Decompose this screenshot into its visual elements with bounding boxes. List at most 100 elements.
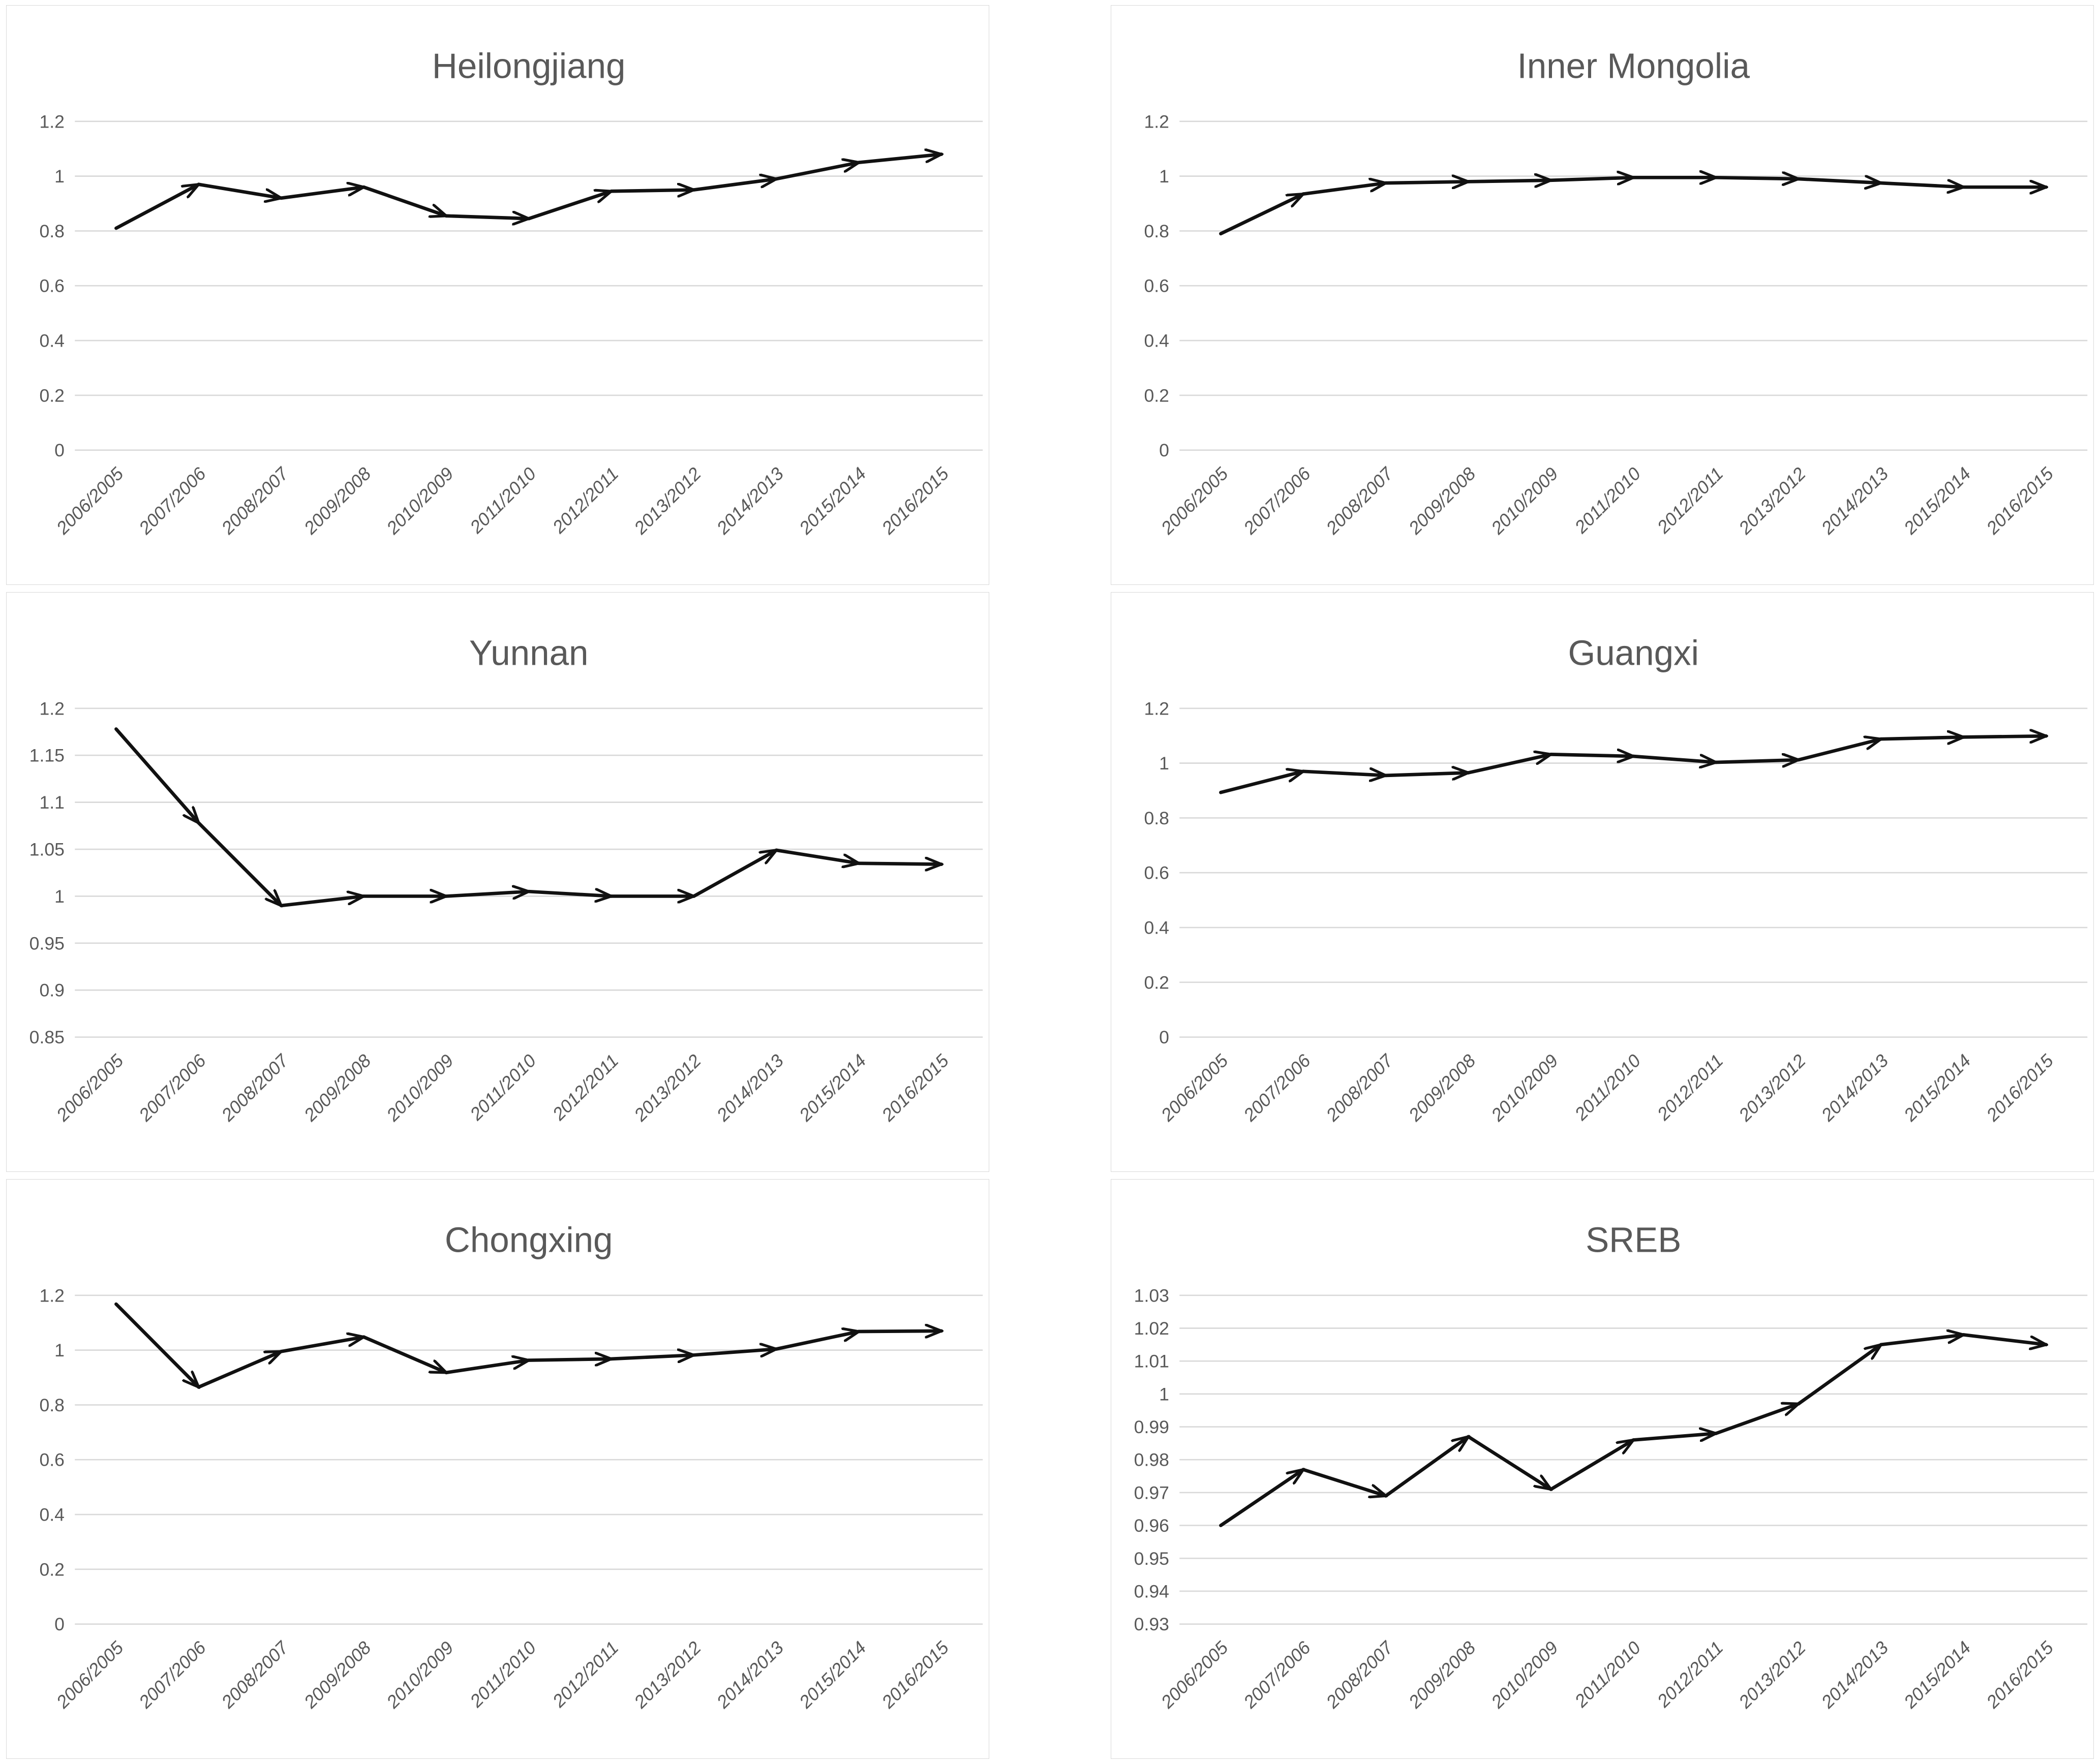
x-axis-tick-label: 2007/2006 xyxy=(135,1637,210,1713)
series-line-segment xyxy=(1384,181,1468,183)
x-axis-tick-label: 2009/2008 xyxy=(1404,463,1479,539)
x-axis-tick-label: 2006/2005 xyxy=(52,463,127,539)
x-axis-tick-label: 2012/2011 xyxy=(548,1637,622,1712)
x-axis-tick-label: 2012/2011 xyxy=(548,1050,622,1125)
series-line-segment xyxy=(1549,177,1633,180)
line-chart-inner-mongolia: 0 0.2 0.4 0.6 0.8 1 1.2 2006/2005 2007/2006 2008/… xyxy=(1144,46,2087,539)
x-axis-tick-label: 2008/2007 xyxy=(217,1637,293,1713)
y-axis-tick-label: 1.02 xyxy=(1134,1318,1169,1339)
chart-panel-yunnan: 0.85 0.9 0.95 1 1.05 1.1 1.15 1.2 2006/2005 2007/… xyxy=(6,592,990,1172)
x-axis-tick-label: 2016/2015 xyxy=(877,1050,953,1126)
y-axis-tick-label: 0.4 xyxy=(1144,331,1169,351)
series-line-segment xyxy=(444,1360,529,1375)
y-axis-tick-label: 0.85 xyxy=(29,1027,65,1047)
series-line-segment xyxy=(1714,177,1798,179)
y-axis-tick-label: 1.1 xyxy=(39,792,64,813)
series-line-segment xyxy=(1301,1468,1385,1496)
chart-panel-inner-mongolia: 0 0.2 0.4 0.6 0.8 1 1.2 2006/2005 2007/2006 2008/… xyxy=(1110,5,2094,585)
series-line-segment xyxy=(362,1335,446,1375)
series-line-segment xyxy=(1714,760,1798,762)
x-axis-tick-label: 2015/2014 xyxy=(1899,463,1974,539)
y-axis-tick-label: 0.2 xyxy=(1144,385,1169,406)
y-axis-tick-label: 1.01 xyxy=(1134,1351,1169,1372)
y-axis-tick-label: 0.8 xyxy=(39,1395,64,1415)
y-axis-tick-label: 0.97 xyxy=(1134,1483,1169,1503)
series-line-segment xyxy=(1466,180,1550,182)
x-axis-tick-label: 2014/2013 xyxy=(712,463,787,539)
x-axis-tick-label: 2014/2013 xyxy=(1817,1637,1892,1713)
x-axis-tick-label: 2011/2010 xyxy=(1570,1050,1645,1125)
series-line-segment xyxy=(774,163,859,181)
x-axis-tick-label: 2007/2006 xyxy=(135,1050,210,1126)
series-line-segment xyxy=(610,190,694,192)
chart-title: Chongxing xyxy=(445,1220,613,1260)
chart-title: Yunnan xyxy=(469,633,589,672)
y-axis-tick-label: 0.94 xyxy=(1134,1582,1169,1602)
series-line-segment xyxy=(610,1355,694,1359)
y-axis-tick-label: 0.8 xyxy=(1144,221,1169,241)
y-axis-tick-label: 1.2 xyxy=(39,111,64,132)
y-axis-tick-label: 0.98 xyxy=(1134,1450,1169,1470)
series-line-segment xyxy=(362,185,446,216)
series-line-segment xyxy=(1301,771,1385,776)
x-axis-tick-label: 2010/2009 xyxy=(1486,463,1562,539)
y-axis-tick-label: 1.2 xyxy=(39,698,64,719)
x-axis-tick-label: 2015/2014 xyxy=(1899,1637,1974,1713)
series-line-segment xyxy=(692,850,776,898)
x-axis-tick-label: 2015/2014 xyxy=(795,463,870,539)
y-axis-tick-label: 0 xyxy=(54,440,65,460)
series-line-segment xyxy=(1384,1437,1468,1498)
line-chart-yunnan: 0.85 0.9 0.95 1 1.05 1.1 1.15 1.2 2006/2005 2007/… xyxy=(29,633,983,1126)
series-line-segment xyxy=(1549,754,1633,756)
x-axis-tick-label: 2014/2013 xyxy=(1817,463,1892,539)
series-line-segment xyxy=(1219,771,1303,794)
series-line-segment xyxy=(527,191,611,221)
x-axis-tick-label: 2007/2006 xyxy=(1239,1637,1314,1713)
x-axis-tick-label: 2016/2015 xyxy=(877,1637,953,1713)
series-line-segment xyxy=(1219,192,1303,236)
y-axis-tick-label: 0.4 xyxy=(1144,918,1169,938)
chart-title: Heilongjiang xyxy=(432,46,626,85)
x-axis-tick-label: 2016/2015 xyxy=(877,463,953,539)
series-line-segment xyxy=(279,896,363,908)
series-line-segment xyxy=(444,891,529,896)
series-line-segment xyxy=(1631,1434,1716,1440)
series-line-segment xyxy=(1879,737,1963,739)
x-axis-tick-label: 2015/2014 xyxy=(1899,1050,1974,1126)
series-line-segment xyxy=(197,1350,281,1389)
x-axis-tick-label: 2010/2009 xyxy=(382,1050,458,1126)
series-line-segment xyxy=(114,182,198,230)
x-axis-tick-label: 2006/2005 xyxy=(1156,1637,1232,1713)
x-axis-tick-label: 2014/2013 xyxy=(712,1637,787,1713)
x-axis-tick-label: 2008/2007 xyxy=(1322,1637,1397,1713)
x-axis-tick-label: 2010/2009 xyxy=(382,463,458,539)
series-line-segment xyxy=(774,848,859,863)
y-axis-tick-label: 1 xyxy=(54,1340,65,1360)
series-line-segment xyxy=(1961,1333,2046,1345)
x-axis-tick-label: 2016/2015 xyxy=(1982,1637,2057,1713)
series-line-segment xyxy=(774,1332,859,1351)
y-axis-tick-label: 0 xyxy=(54,1614,65,1634)
y-axis-tick-label: 0.2 xyxy=(1144,972,1169,993)
series-line-segment xyxy=(1466,1435,1550,1489)
y-axis-tick-label: 0.2 xyxy=(39,1559,64,1580)
x-axis-tick-label: 2016/2015 xyxy=(1982,1050,2057,1126)
x-axis-tick-label: 2012/2011 xyxy=(1653,1050,1727,1125)
x-axis-tick-label: 2008/2007 xyxy=(217,463,293,539)
x-axis-tick-label: 2016/2015 xyxy=(1982,463,2057,539)
series-line-segment xyxy=(1301,183,1385,196)
y-axis-tick-label: 1 xyxy=(54,886,65,907)
y-axis-tick-label: 0.93 xyxy=(1134,1614,1169,1634)
series-line-segment xyxy=(1879,1335,1963,1347)
x-axis-tick-label: 2009/2008 xyxy=(300,1637,375,1713)
x-axis-tick-label: 2007/2006 xyxy=(1239,1050,1314,1126)
series-line-segment xyxy=(279,187,363,200)
series-line-segment xyxy=(279,1337,363,1353)
x-axis-tick-label: 2011/2010 xyxy=(466,463,540,538)
y-axis-tick-label: 0.9 xyxy=(39,980,64,1001)
x-axis-tick-label: 2008/2007 xyxy=(1322,463,1397,539)
x-axis-tick-label: 2007/2006 xyxy=(135,463,210,539)
x-axis-tick-label: 2010/2009 xyxy=(1486,1637,1562,1713)
series-line-segment xyxy=(1219,1470,1303,1528)
